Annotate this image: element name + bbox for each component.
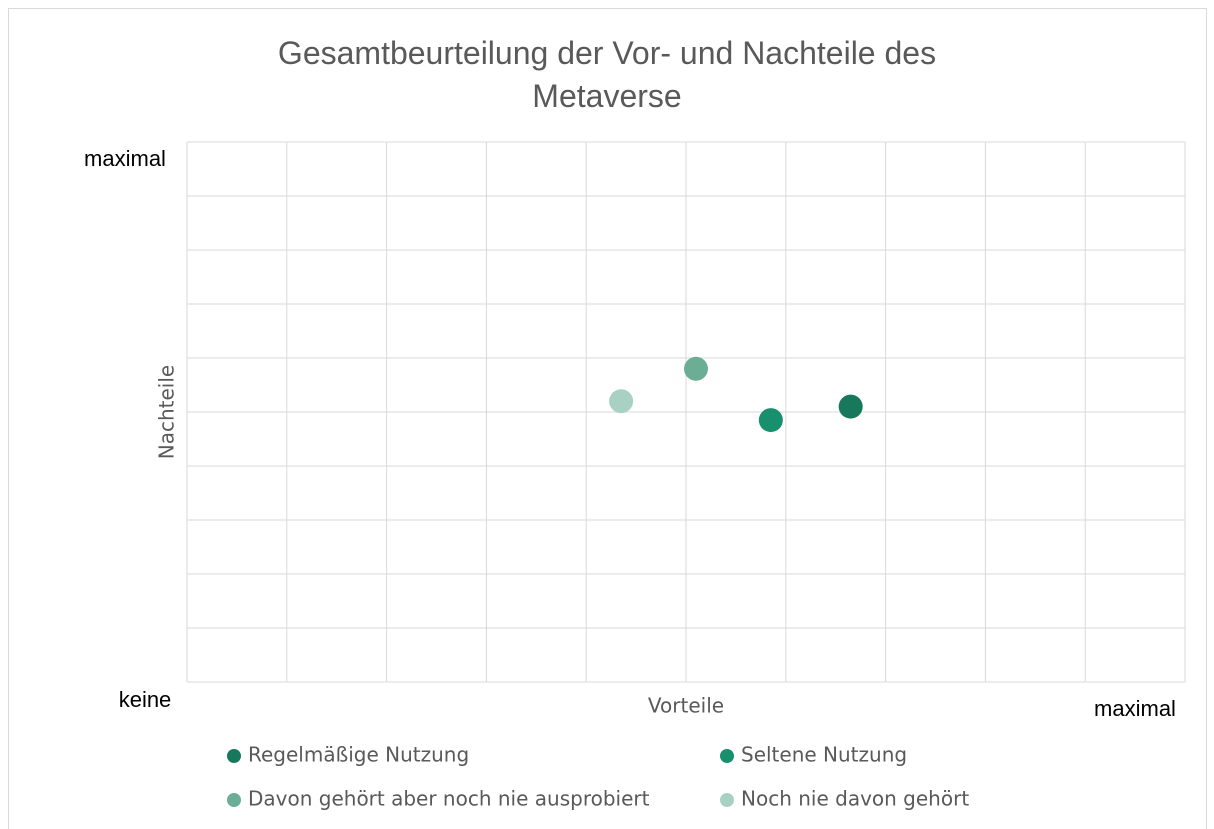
legend-label: Seltene Nutzung [741, 743, 907, 767]
legend-label: Davon gehört aber noch nie ausprobiert [248, 787, 650, 811]
legend-swatch [720, 749, 734, 763]
axis-end-label: maximal [1094, 696, 1176, 721]
y-axis-label: Nachteile [155, 365, 179, 459]
axis-end-label: keine [119, 687, 172, 712]
point [609, 389, 634, 414]
point [838, 394, 863, 419]
x-axis-label: Vorteile [648, 694, 724, 718]
point [758, 408, 783, 433]
legend-swatch [227, 793, 241, 807]
axis-end-label: maximal [84, 146, 166, 171]
chart-title: Gesamtbeurteilung der Vor- und Nachteile… [277, 35, 937, 114]
chart-frame [8, 8, 1207, 829]
point [683, 356, 708, 381]
legend-label: Regelmäßige Nutzung [248, 743, 469, 767]
legend-label: Noch nie davon gehört [741, 787, 969, 811]
legend-swatch [227, 749, 241, 763]
legend-swatch [720, 793, 734, 807]
